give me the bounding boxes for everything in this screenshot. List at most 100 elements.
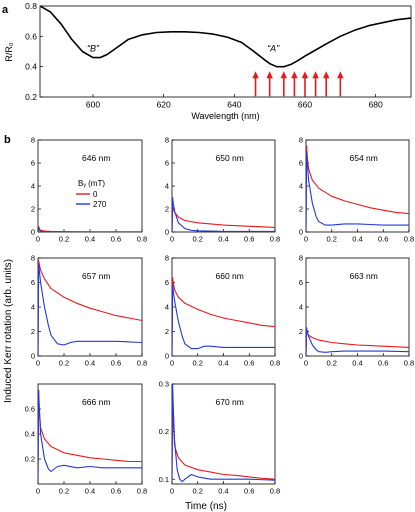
arrow-head-0 [252,71,259,79]
series-line-1 [306,150,409,232]
y-tick-label: 4 [31,182,35,191]
y-tick-label: 0.4 [25,62,37,72]
y-tick-label: 8 [165,136,169,145]
panel-title: 646 nm [82,153,110,163]
annotation-1: “A” [267,44,280,54]
x-tick-label: 0.4 [85,359,95,368]
arrow-head-1 [266,71,273,79]
x-tick-label: 0 [170,359,174,368]
x-axis-label: Wavelength (nm) [191,111,259,121]
x-tick-label: 0 [36,359,40,368]
x-tick-label: 0.8 [270,359,280,368]
legend-entry-0: 0 [93,190,98,199]
y-tick-label: 8 [31,136,35,145]
chart-panel-0: 600 620 640 660 680 0.2 0.4 0.6 0.8 Wavelength (n… [4,1,412,121]
y-tick-label: 6 [299,278,303,287]
y-tick-label: 2 [31,327,35,336]
panel-title: 660 nm [216,271,244,281]
series-line-1 [38,389,142,483]
series-line-0 [38,225,142,232]
x-tick-label: 0.4 [352,235,362,244]
y-tick-label: 8 [299,136,303,145]
x-tick-label: 0.6 [111,487,121,496]
x-tick-label: 0.8 [137,235,147,244]
x-tick-label: 0.2 [193,235,203,244]
series-line-0 [172,277,275,356]
x-tick-label: 0.6 [111,235,121,244]
series-line-0 [40,6,411,68]
panel-b-label: b [4,134,11,146]
y-tick-label: 4 [165,303,169,312]
y-axis-label: R/R₀ [4,42,14,61]
panel-title: 666 nm [82,397,110,407]
y-tick-label: 6 [165,159,169,168]
x-tick-label: 0.2 [59,487,69,496]
series-line-0 [38,259,142,356]
x-tick-label: 0.8 [404,235,414,244]
arrow-head-5 [312,71,319,79]
x-tick-label: 0.4 [85,235,95,244]
x-tick-label: 0.6 [244,359,254,368]
y-tick-label: 2 [299,327,303,336]
x-tick-label: 660 [298,100,312,110]
y-tick-label: 2 [165,327,169,336]
x-tick-label: 0.2 [327,235,337,244]
y-tick-label: 0 [299,352,303,361]
panel-title: 670 nm [216,397,244,407]
y-tick-label: 2 [299,205,303,214]
y-tick-label: 6 [31,278,35,287]
x-tick-label: 640 [227,100,241,110]
x-tick-label: 0.8 [137,487,147,496]
x-tick-label: 0.6 [111,359,121,368]
x-tick-label: 0.8 [137,359,147,368]
y-tick-label: 6 [31,159,35,168]
chart-panel-4: 0 0.2 0.4 0.6 0.8 0 2 4 6 8 657 nm [31,254,147,368]
y-tick-label: 0 [31,352,35,361]
chart-panel-5: 0 0.2 0.4 0.6 0.8 0 2 4 6 8 660 nm [165,254,280,368]
y-tick-label: 8 [299,254,303,263]
x-tick-label: 0 [304,235,308,244]
series-line-1 [306,327,409,356]
y-tick-label: 4 [299,182,303,191]
y-tick-label: 4 [299,303,303,312]
x-tick-label: 0.4 [85,487,95,496]
y-tick-label: 0.2 [25,455,35,464]
y-tick-label: 2 [31,205,35,214]
panel-title: 654 nm [350,153,378,163]
y-tick-label: 0.3 [159,380,169,389]
panel-title: 663 nm [350,271,378,281]
y-tick-label: 0.6 [25,405,35,414]
panel-title: 650 nm [216,153,244,163]
x-tick-label: 0.8 [404,359,414,368]
y-tick-label: 0.2 [25,92,37,102]
chart-panel-8: 0 0.2 0.4 0.6 0.8 0.1 0.2 0.3 670 nm [159,380,281,496]
series-line-0 [306,145,409,232]
arrow-head-2 [280,71,287,79]
panel-a-label: a [2,4,9,16]
arrow-head-7 [337,71,344,79]
y-tick-label: 0.1 [159,475,169,484]
x-tick-label: 0.8 [270,487,280,496]
y-tick-label: 6 [165,278,169,287]
x-tick-label: 0.6 [244,235,254,244]
y-tick-label: 6 [299,159,303,168]
legend-entry-1: 270 [93,200,107,209]
y-tick-label: 0 [31,228,35,237]
x-tick-label: 0.6 [378,235,388,244]
arrow-head-3 [291,71,298,79]
x-tick-label: 0.2 [193,487,203,496]
y-tick-label: 0 [165,352,169,361]
x-tick-label: 0.2 [59,359,69,368]
chart-panel-6: 0 0.2 0.4 0.6 0.8 0 2 4 6 8 663 nm [299,254,414,368]
x-tick-label: 0.8 [270,235,280,244]
x-tick-label: 0.2 [193,359,203,368]
chart-panel-3: 0 0.2 0.4 0.6 0.8 0 2 4 6 8 654 nm [299,136,414,244]
series-line-1 [38,226,142,232]
legend-title: Bᵧ (mT) [78,179,105,188]
x-tick-label: 0.2 [59,235,69,244]
chart-panel-2: 0 0.2 0.4 0.6 0.8 0 2 4 6 8 650 nm [165,136,280,244]
x-tick-label: 0 [36,487,40,496]
